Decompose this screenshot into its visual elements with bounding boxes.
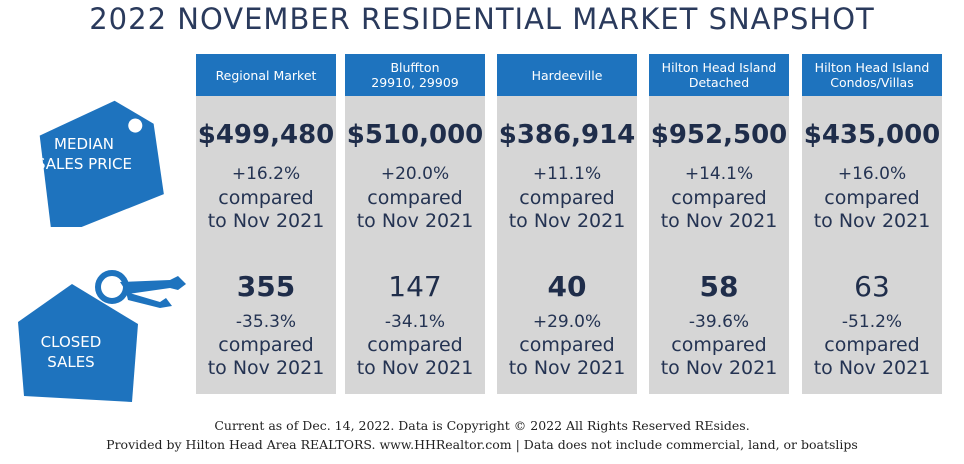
column-header: Regional Market [196,54,336,96]
sales-compare-line2: to Nov 2021 [356,357,474,379]
sales-compare-line1: compared [367,334,463,356]
price-change: +16.2% [231,164,301,184]
column-header: Hilton Head Island Detached [649,54,789,96]
price-compare-line2: to Nov 2021 [508,210,626,232]
sales-compare-line1: compared [824,334,920,356]
market-column-hhi-detached: Hilton Head Island Detached $952,500 +14.… [649,54,789,394]
price-tag-label-line2: SALES PRICE [35,155,133,173]
price-tag-label: MEDIAN SALES PRICE [24,134,144,174]
column-header: Hilton Head Island Condos/Villas [802,54,942,96]
price-change: +14.1% [684,164,754,184]
column-header: Bluffton 29910, 29909 [345,54,485,96]
house-key-label: CLOSED SALES [16,332,126,372]
price-tag-label-line1: MEDIAN [54,135,114,153]
sales-change: -35.3% [235,312,297,332]
median-price: $499,480 [197,120,335,150]
price-compare-line1: compared [671,187,767,209]
house-key-icon [18,270,186,402]
market-column-regional: Regional Market $499,480 +16.2% compared… [196,54,336,394]
sales-change: -34.1% [384,312,446,332]
price-change: +16.0% [837,164,907,184]
median-price: $435,000 [803,120,941,150]
price-compare-line2: to Nov 2021 [660,210,778,232]
closed-sales-count: 355 [236,270,296,303]
sales-change: +29.0% [532,312,602,332]
column-header-line1: Bluffton [390,60,440,75]
page-title: 2022 NOVEMBER RESIDENTIAL MARKET SNAPSHO… [89,2,875,36]
house-key-label-line1: CLOSED [40,333,102,351]
column-header-line1: Hilton Head Island [661,60,777,75]
closed-sales-count: 40 [547,270,587,303]
column-header-line1: Hilton Head Island [814,60,930,75]
price-compare-line1: compared [367,187,463,209]
price-compare-line2: to Nov 2021 [207,210,325,232]
sales-compare-line2: to Nov 2021 [813,357,931,379]
sales-compare-line2: to Nov 2021 [660,357,778,379]
column-header-line2: Condos/Villas [830,75,914,90]
price-compare-line1: compared [519,187,615,209]
market-column-hardeeville: Hardeeville $386,914 +11.1% compared to … [497,54,637,394]
sales-compare-line2: to Nov 2021 [207,357,325,379]
sales-change: -39.6% [688,312,750,332]
column-header-line1: Hardeeville [531,67,603,83]
price-compare-line2: to Nov 2021 [356,210,474,232]
market-column-bluffton: Bluffton 29910, 29909 $510,000 +20.0% com… [345,54,485,394]
house-key-label-line2: SALES [47,353,95,371]
price-change: +11.1% [532,164,602,184]
closed-sales-count: 147 [388,270,442,303]
median-price: $510,000 [346,120,484,150]
footer-provider: Provided by Hilton Head Area REALTORS. w… [106,437,858,452]
column-header-line1: Regional Market [215,67,317,83]
price-compare-line2: to Nov 2021 [813,210,931,232]
column-header-line2: Detached [688,75,750,90]
sales-compare-line1: compared [519,334,615,356]
median-price: $952,500 [650,120,788,150]
market-column-hhi-condos: Hilton Head Island Condos/Villas $435,000… [802,54,942,394]
closed-sales-count: 63 [854,270,890,303]
column-header: Hardeeville [497,54,637,96]
price-compare-line1: compared [218,187,314,209]
sales-change: -51.2% [841,312,903,332]
sales-compare-line1: compared [218,334,314,356]
price-compare-line1: compared [824,187,920,209]
closed-sales-count: 58 [699,270,739,303]
median-price: $386,914 [498,120,636,150]
sales-compare-line2: to Nov 2021 [508,357,626,379]
footer-copyright: Current as of Dec. 14, 2022. Data is Cop… [214,418,750,433]
sales-compare-line1: compared [671,334,767,356]
price-change: +20.0% [380,164,450,184]
price-tag-icon [39,100,164,227]
column-header-line2: 29910, 29909 [371,75,459,90]
